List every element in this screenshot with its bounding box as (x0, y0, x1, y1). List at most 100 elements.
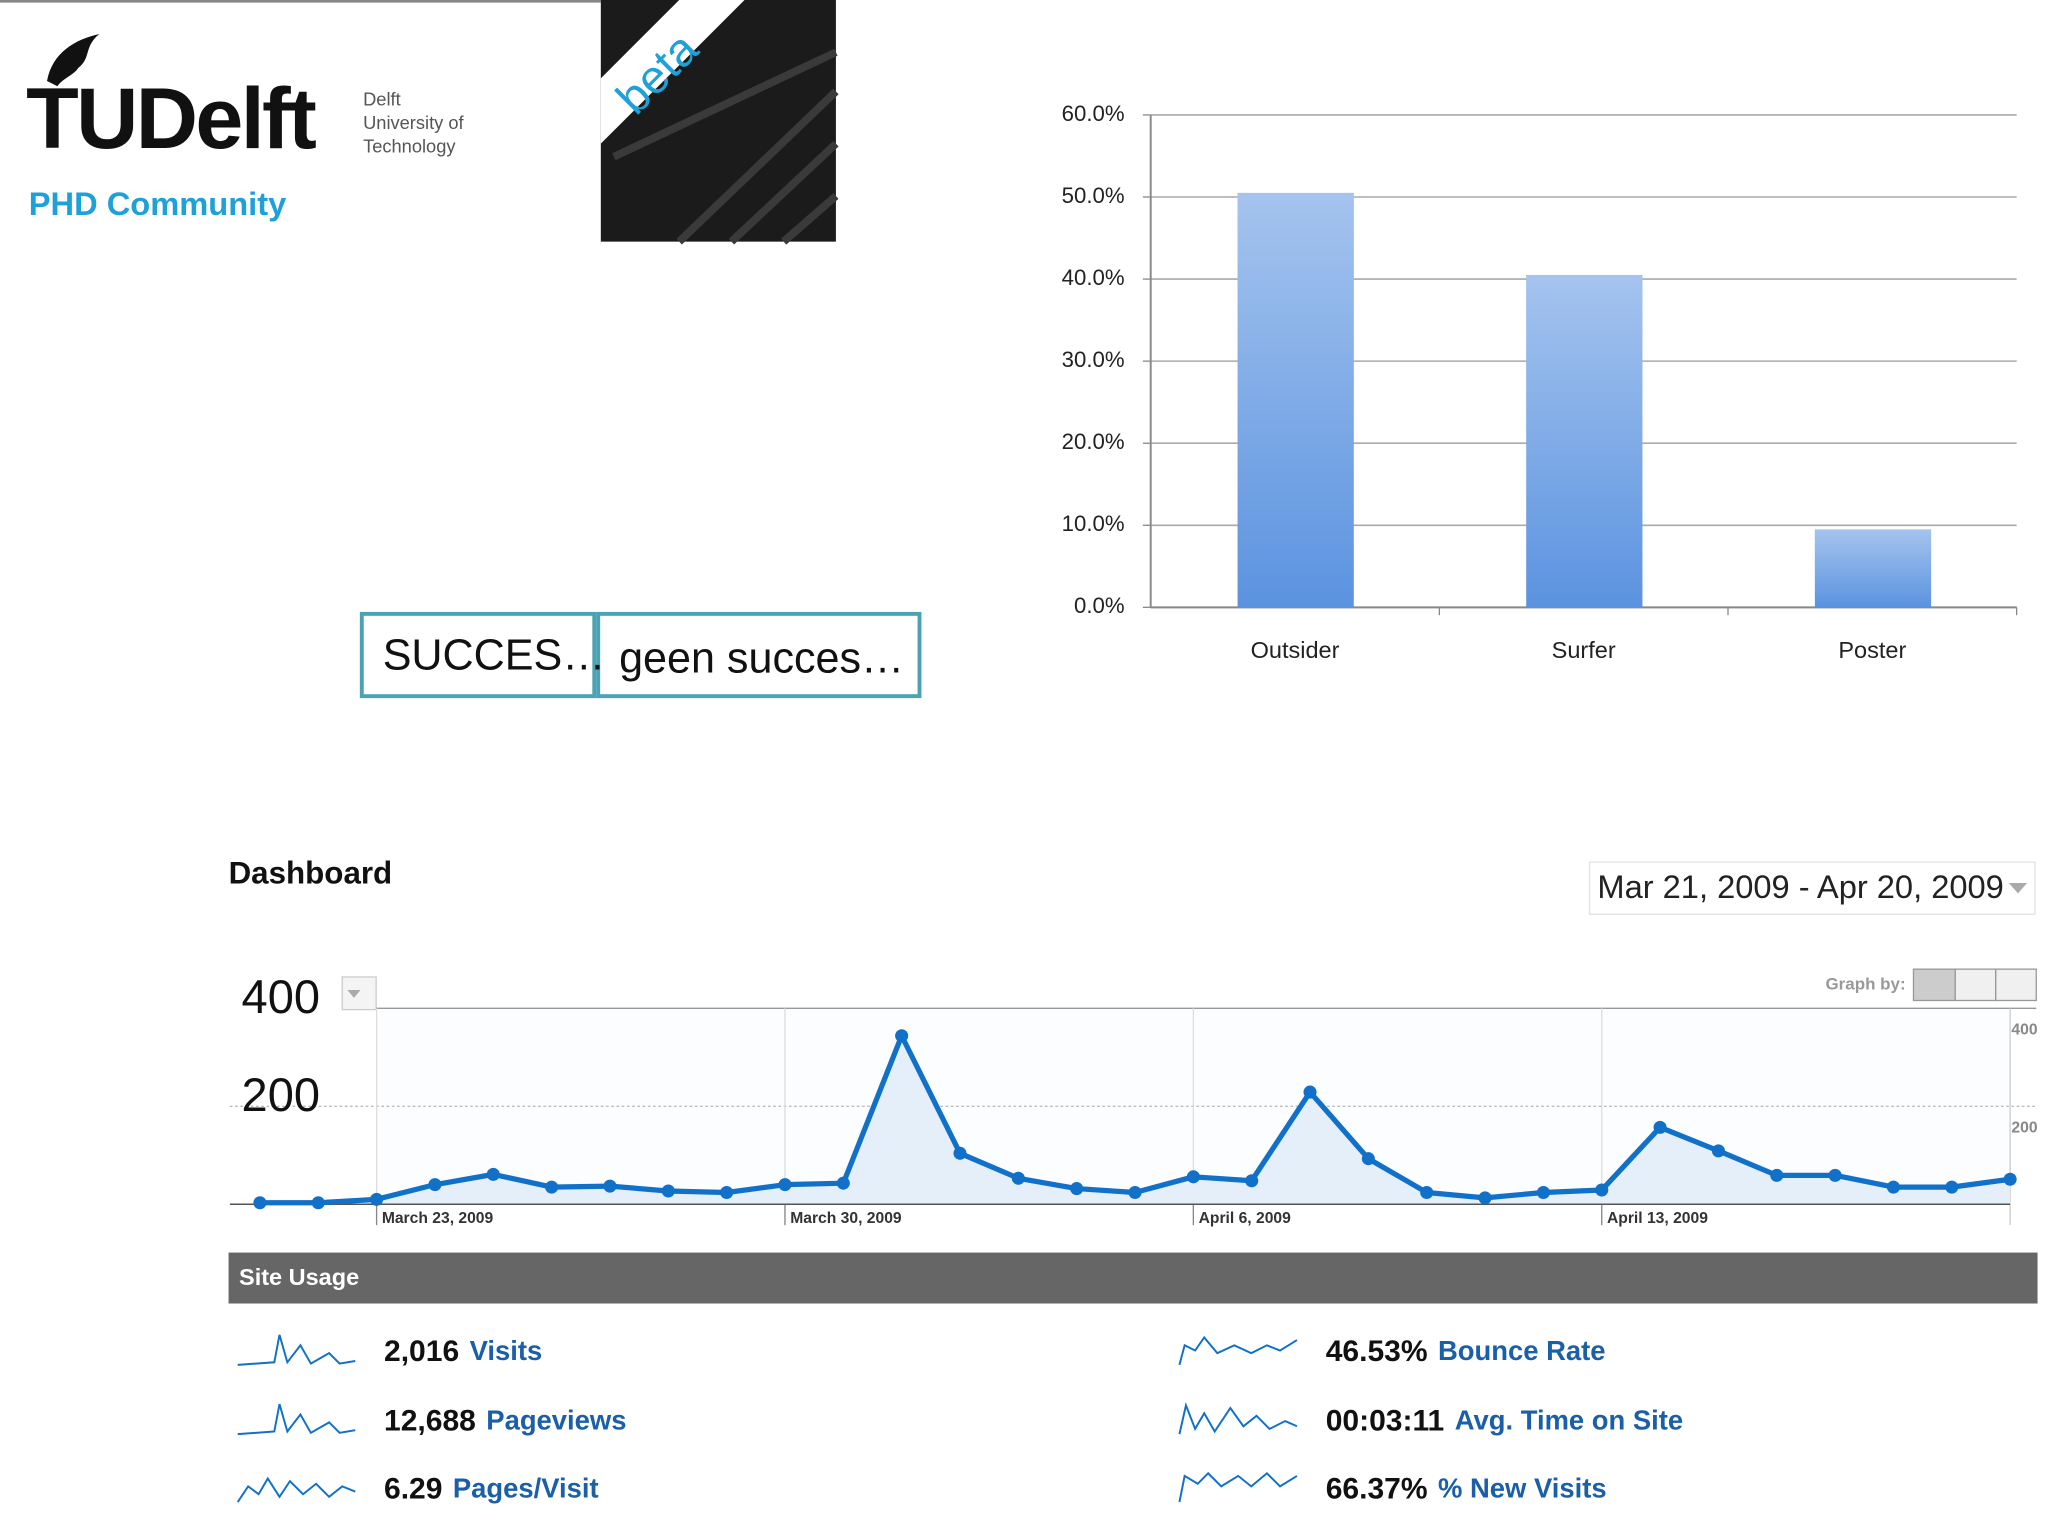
metric: 2,016 Visits (384, 1335, 542, 1368)
point (1828, 1168, 1842, 1182)
point (1770, 1168, 1784, 1182)
bar-shine (1526, 274, 1643, 608)
point (778, 1178, 792, 1192)
success-text: SUCCES… (383, 632, 606, 680)
logo-subtitle: University of (363, 112, 464, 133)
metric-value: 46.53% (1326, 1335, 1428, 1368)
x-tick-label: Outsider (1251, 637, 1340, 663)
metric-label: Bounce Rate (1438, 1335, 1606, 1366)
logo-community: PHD Community (29, 185, 287, 222)
beta-texture (612, 48, 839, 245)
point (253, 1196, 267, 1210)
metric: 66.37% % New Visits (1326, 1472, 1607, 1505)
metric-label: Pageviews (486, 1405, 626, 1436)
point (895, 1029, 909, 1043)
logo-name: TUDelft (26, 71, 316, 167)
date-range: Mar 21, 2009 - Apr 20, 2009 (1597, 868, 2003, 905)
sparkline (1178, 1402, 1298, 1435)
y-tick-label: 20.0% (1062, 429, 1125, 454)
site-usage-title: Site Usage (239, 1264, 359, 1290)
point (428, 1178, 442, 1192)
point (1536, 1185, 1550, 1200)
logo-flame (47, 33, 100, 87)
point (486, 1167, 500, 1181)
sparkline (1178, 1335, 1298, 1366)
point (603, 1179, 617, 1193)
point (1070, 1182, 1084, 1196)
logo-subtitle: Technology (363, 135, 456, 156)
sparkline (237, 1403, 356, 1436)
point (1420, 1185, 1434, 1200)
y-tick-label: 50.0% (1062, 183, 1125, 208)
metric-value: 00:03:11 (1326, 1404, 1445, 1437)
metric-value: 2,016 (384, 1335, 459, 1368)
x-tick-label: April 13, 2009 (1607, 1210, 1708, 1227)
site-usage-bar (228, 1252, 2038, 1304)
point (1303, 1085, 1317, 1099)
dashboard-title: Dashboard (229, 855, 393, 890)
no-success-text: geen succes… (619, 634, 904, 682)
point (1595, 1183, 1609, 1197)
point (720, 1185, 734, 1200)
x-tick-label: Surfer (1552, 637, 1616, 663)
point (836, 1176, 850, 1190)
point (1478, 1191, 1492, 1205)
point (953, 1146, 967, 1160)
date-range-box (1588, 861, 2036, 915)
sparklines (236, 1334, 1298, 1503)
graph-by-day (1912, 968, 1956, 1002)
metric-label: Avg. Time on Site (1455, 1405, 1683, 1436)
y-tick-label: 60.0% (1062, 101, 1125, 126)
point (311, 1196, 325, 1210)
point (1128, 1185, 1142, 1200)
metric: 6.29 Pages/Visit (384, 1472, 599, 1505)
metric: 00:03:11 Avg. Time on Site (1326, 1404, 1683, 1437)
point (1886, 1180, 1900, 1194)
date-dropdown (2008, 882, 2028, 894)
y-tick-label: 200 (242, 1068, 320, 1121)
metric-dropdown (341, 976, 377, 1011)
no-success-box (596, 611, 922, 699)
sparkline (1178, 1471, 1298, 1503)
y-tick-label: 40.0% (1062, 265, 1125, 290)
point (1011, 1171, 1025, 1185)
y-tick-label: 30.0% (1062, 347, 1125, 372)
point (1653, 1120, 1667, 1134)
metric-label: % New Visits (1438, 1473, 1607, 1504)
point (2003, 1172, 2017, 1186)
point (1361, 1152, 1375, 1166)
graph-by-month (1995, 968, 2037, 1002)
bar-shine (1237, 192, 1354, 608)
metric: 12,688 Pageviews (384, 1404, 626, 1437)
metric-label: Visits (470, 1335, 543, 1366)
point (545, 1180, 559, 1194)
metric-dropdown-arrow (347, 990, 361, 998)
x-tick-label: March 30, 2009 (790, 1210, 902, 1227)
y-tick-label: 400 (242, 970, 320, 1023)
y2-tick-label: 200 (2011, 1120, 2037, 1137)
sparkline (236, 1476, 356, 1503)
graph-by-label: Graph by: (1825, 974, 1905, 993)
beta-image: beta (600, 0, 839, 245)
y-tick-label: 0.0% (1074, 593, 1125, 618)
point (1186, 1170, 1200, 1184)
point (1945, 1180, 1959, 1194)
metric-value: 66.37% (1326, 1472, 1428, 1505)
point (1245, 1174, 1259, 1188)
graph-by-week (1954, 968, 1997, 1002)
bar-shine (1814, 529, 1932, 608)
metric-label: Pages/Visit (453, 1473, 599, 1504)
y-tick-label: 10.0% (1062, 511, 1125, 536)
point (370, 1192, 384, 1206)
x-tick-label: April 6, 2009 (1199, 1210, 1292, 1227)
point (661, 1184, 675, 1198)
y2-tick-label: 400 (2011, 1022, 2037, 1039)
point (1711, 1144, 1725, 1158)
metric-value: 12,688 (384, 1404, 476, 1437)
success-box (359, 611, 597, 699)
logo-subtitle: Delft (363, 88, 401, 109)
x-tick-label: March 23, 2009 (382, 1210, 494, 1227)
metric: 46.53% Bounce Rate (1326, 1335, 1606, 1368)
metric-value: 6.29 (384, 1472, 442, 1505)
